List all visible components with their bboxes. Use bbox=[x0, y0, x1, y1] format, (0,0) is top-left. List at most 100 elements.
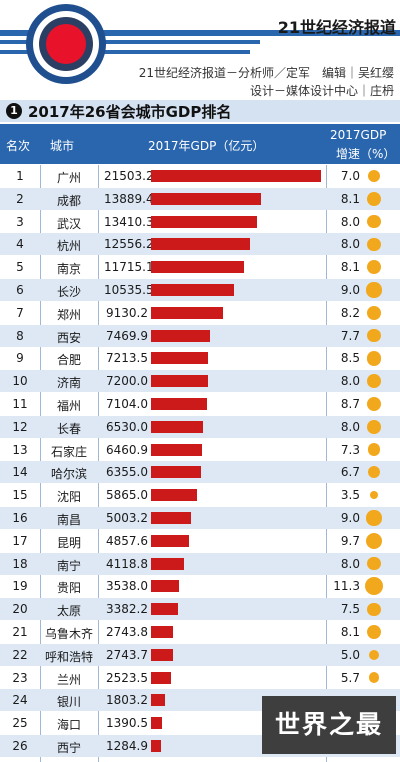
growth-value-label: 8.1 bbox=[340, 191, 360, 206]
rank-label: 18 bbox=[12, 556, 28, 571]
gdp-value-label: 12556.2 bbox=[104, 237, 154, 252]
growth-dot bbox=[366, 351, 382, 366]
city-label: 海口 bbox=[56, 718, 81, 733]
growth-value-label: 11.3 bbox=[333, 579, 360, 594]
credit-line-2: 设计－媒体设计中心｜庄枬 bbox=[249, 84, 394, 98]
gdp-value-label: 7213.5 bbox=[106, 351, 148, 366]
growth-value-label: 7.0 bbox=[340, 169, 360, 183]
growth-value-label: 6.7 bbox=[340, 465, 360, 480]
city-label: 昆明 bbox=[56, 535, 81, 550]
growth-dot bbox=[370, 491, 378, 500]
rank-label: 11 bbox=[12, 397, 28, 411]
growth-dot bbox=[367, 466, 381, 479]
table-row: 7 郑州 9130.2 8.2 bbox=[0, 302, 400, 324]
rank-label: 23 bbox=[12, 670, 28, 685]
growth-dot bbox=[367, 419, 381, 434]
gdp-value-label: 1803.2 bbox=[106, 693, 148, 708]
growth-value-label: 9.0 bbox=[340, 283, 360, 297]
city-label: 长沙 bbox=[56, 285, 81, 299]
gdp-bar bbox=[151, 557, 184, 570]
gdp-bar bbox=[151, 329, 211, 342]
title-number-badge: 1 bbox=[6, 103, 22, 119]
table-row: 6 长沙 10535.5 9.0 bbox=[0, 279, 400, 301]
growth-value-label: 7.3 bbox=[340, 442, 360, 457]
gdp-value-label: 3382.2 bbox=[106, 602, 148, 617]
gdp-value-label: 5003.2 bbox=[106, 511, 148, 525]
gdp-bar bbox=[151, 580, 179, 593]
table-row: 8 西安 7469.9 7.7 bbox=[0, 324, 400, 347]
city-label: 贵阳 bbox=[56, 581, 81, 596]
growth-dot bbox=[368, 672, 380, 683]
header-banner: 21世纪经济报道 21世纪经济报道－分析师／定军 编辑｜吴红缨 设计－媒体设计中… bbox=[0, 0, 400, 100]
gdp-value-label: 21503.2 bbox=[104, 169, 154, 183]
city-label: 广州 bbox=[56, 171, 81, 185]
growth-value-label: 7.5 bbox=[340, 602, 360, 617]
city-label: 西宁 bbox=[56, 741, 81, 755]
gdp-bar bbox=[151, 306, 224, 319]
table-row: 19 贵阳 3538.0 11.3 bbox=[0, 575, 400, 597]
city-label: 呼和浩特 bbox=[44, 649, 93, 664]
rank-label: 6 bbox=[16, 283, 24, 297]
table-row: 25 海口 1390.5 bbox=[0, 712, 400, 734]
growth-value-label: 5.7 bbox=[340, 670, 360, 685]
rank-label: 24 bbox=[12, 693, 28, 708]
growth-value-label: 8.5 bbox=[340, 351, 360, 366]
gdp-value-label: 7200.0 bbox=[106, 374, 148, 389]
city-label: 南昌 bbox=[56, 513, 81, 527]
gdp-bar bbox=[151, 489, 198, 502]
rank-label: 25 bbox=[12, 716, 28, 731]
gdp-bar bbox=[151, 466, 202, 479]
rank-label: 2 bbox=[16, 191, 24, 206]
city-label: 杭州 bbox=[56, 239, 81, 254]
growth-value-label: 8.7 bbox=[340, 397, 360, 411]
rank-label: 13 bbox=[12, 442, 28, 457]
gdp-bar bbox=[151, 420, 203, 433]
gdp-bar bbox=[151, 534, 190, 547]
table-row: 1 广州 21503.2 7.0 bbox=[0, 165, 400, 187]
header-gdp: 2017年GDP（亿元） bbox=[148, 139, 265, 153]
growth-value-label: 8.0 bbox=[340, 214, 360, 229]
gdp-bar bbox=[151, 284, 235, 296]
growth-dot bbox=[366, 532, 382, 549]
header-growth-line2: 增速（%） bbox=[336, 147, 396, 161]
rank-label: 10 bbox=[12, 374, 28, 389]
growth-dot bbox=[367, 260, 381, 275]
header-growth-line1: 2017GDP bbox=[330, 128, 387, 142]
city-label: 郑州 bbox=[56, 307, 81, 322]
table-row: 22 呼和浩特 2743.7 5.0 bbox=[0, 643, 400, 666]
growth-dot bbox=[367, 374, 381, 389]
city-label: 太原 bbox=[56, 604, 81, 619]
rank-label: 15 bbox=[12, 488, 28, 503]
growth-value-label: 8.0 bbox=[340, 419, 360, 434]
gdp-value-label: 4857.6 bbox=[106, 533, 148, 548]
table-row: 23 兰州 2523.5 5.7 bbox=[0, 667, 400, 689]
growth-value-label: 8.1 bbox=[340, 260, 360, 275]
table-row: 15 沈阳 5865.0 3.5 bbox=[0, 484, 400, 506]
growth-dot bbox=[367, 191, 381, 206]
gdp-value-label: 13889.4 bbox=[104, 191, 154, 206]
gdp-bar bbox=[151, 375, 208, 388]
table-row: 18 南宁 4118.8 8.0 bbox=[0, 552, 400, 575]
city-label: 石家庄 bbox=[50, 444, 87, 459]
rank-label: 19 bbox=[12, 579, 28, 594]
gdp-value-label: 1284.9 bbox=[106, 739, 148, 753]
gdp-bar bbox=[151, 261, 244, 274]
gdp-value-label: 6530.0 bbox=[106, 419, 148, 434]
table-row: 20 太原 3382.2 7.5 bbox=[0, 598, 400, 621]
table-header: 名次 城市 2017年GDP（亿元） 2017GDP 增速（%） bbox=[0, 124, 400, 164]
gdp-bar bbox=[151, 443, 203, 456]
gdp-value-label: 6460.9 bbox=[106, 442, 148, 457]
growth-value-label: 8.0 bbox=[340, 556, 360, 571]
gdp-bar bbox=[151, 238, 251, 251]
city-label: 合肥 bbox=[56, 353, 81, 368]
table-row: 13 石家庄 6460.9 7.3 bbox=[0, 439, 400, 461]
gdp-value-label: 4118.8 bbox=[106, 556, 148, 571]
city-label: 乌鲁木齐 bbox=[44, 627, 93, 641]
growth-dot bbox=[366, 396, 382, 412]
gdp-value-label: 1390.5 bbox=[106, 716, 148, 731]
gdp-bar bbox=[151, 512, 191, 524]
rank-label: 21 bbox=[12, 625, 28, 639]
gdp-bar bbox=[151, 215, 258, 228]
gdp-bar bbox=[151, 170, 321, 182]
gdp-value-label: 11715.1 bbox=[104, 260, 154, 275]
